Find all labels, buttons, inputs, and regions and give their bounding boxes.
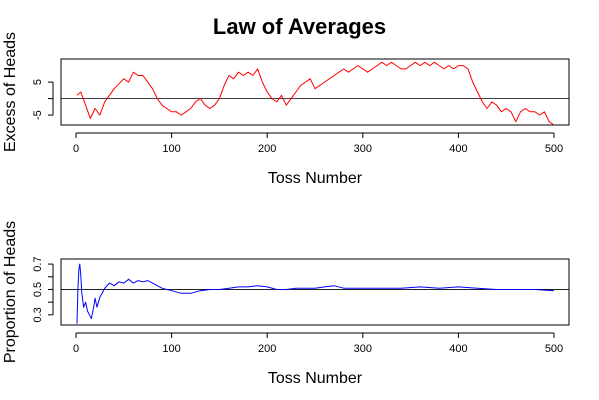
y-tick-label: 0.3 xyxy=(32,307,44,322)
x-axis-label: Toss Number xyxy=(268,170,363,187)
y-axis-label: Excess of Heads xyxy=(2,32,19,152)
x-tick-label: 500 xyxy=(545,343,563,355)
x-tick-label: 300 xyxy=(354,143,372,155)
x-axis: 0 100 200 300 400 500 xyxy=(73,132,563,155)
y-tick-label: -5 xyxy=(32,110,44,120)
y-tick-label: 5 xyxy=(32,79,44,85)
x-tick-label: 0 xyxy=(73,343,79,355)
x-tick-label: 400 xyxy=(449,343,467,355)
x-tick-label: 100 xyxy=(162,143,180,155)
x-tick-label: 500 xyxy=(545,143,563,155)
chart-title: Law of Averages xyxy=(212,14,387,39)
y-tick-label: 0.7 xyxy=(32,256,44,271)
y-tick-label: 0.5 xyxy=(32,282,44,297)
x-tick-label: 200 xyxy=(258,143,276,155)
y-axis: -5 5 xyxy=(32,79,54,120)
x-tick-label: 200 xyxy=(258,343,276,355)
x-tick-label: 400 xyxy=(449,143,467,155)
y-axis: 0.3 0.5 0.7 xyxy=(32,256,54,322)
plot-frame xyxy=(60,258,570,326)
x-tick-label: 100 xyxy=(162,343,180,355)
series-line-1 xyxy=(76,61,555,126)
x-axis: 0 100 200 300 400 500 xyxy=(73,332,563,355)
plot-frame xyxy=(60,58,570,126)
chart-panel-2: 0 100 200 300 400 500 Toss Number 0.3 0.5 0.7 Prop… xyxy=(2,221,570,387)
x-tick-label: 0 xyxy=(73,143,79,155)
x-tick-label: 300 xyxy=(354,343,372,355)
chart-panel-1: 0 100 200 300 400 500 Toss Number -5 5 Excess of … xyxy=(2,32,570,187)
series-line-1 xyxy=(76,263,555,324)
y-axis-label: Proportion of Heads xyxy=(2,221,19,363)
x-axis-label: Toss Number xyxy=(268,370,363,387)
